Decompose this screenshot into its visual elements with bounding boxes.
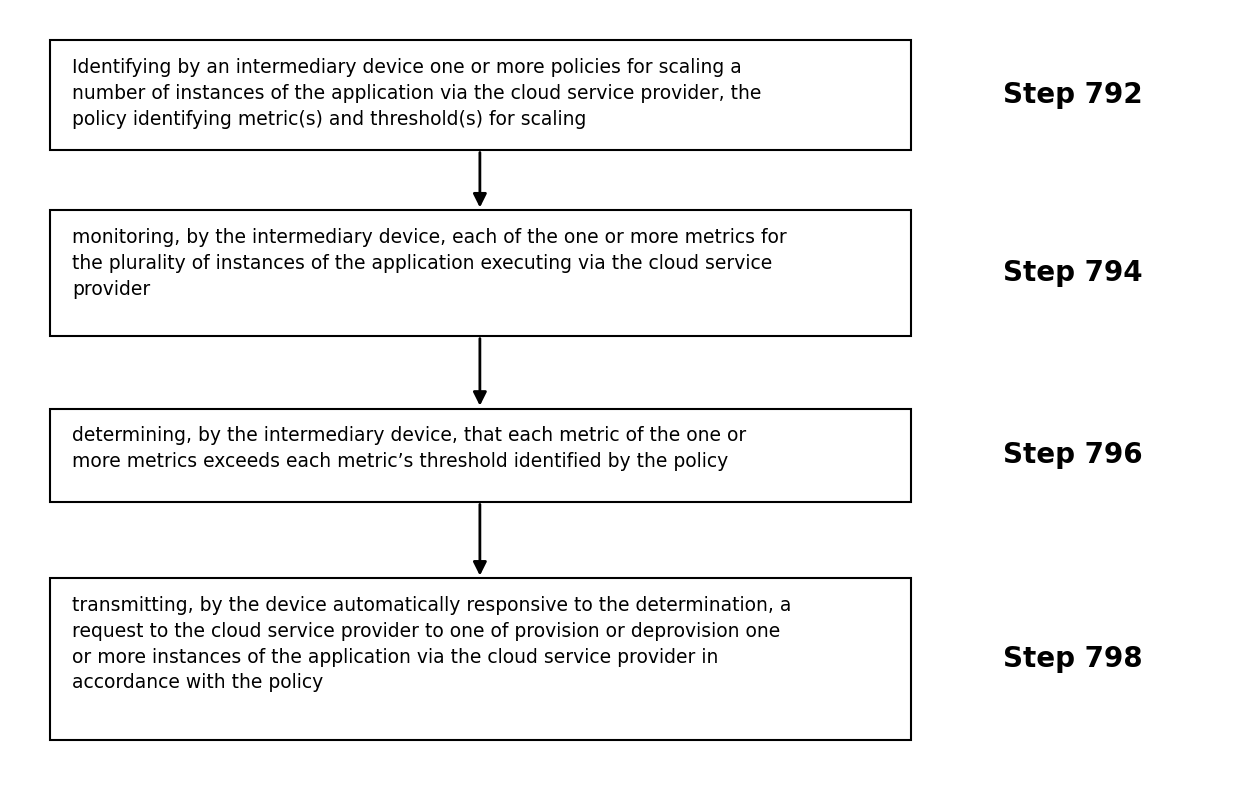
- Text: determining, by the intermediary device, that each metric of the one or
more met: determining, by the intermediary device,…: [72, 426, 746, 471]
- Text: Step 796: Step 796: [1003, 441, 1142, 468]
- Text: Step 792: Step 792: [1003, 81, 1142, 108]
- Text: Step 798: Step 798: [1003, 646, 1142, 673]
- Bar: [50, 578, 911, 740]
- Text: transmitting, by the device automatically responsive to the determination, a
req: transmitting, by the device automaticall…: [72, 596, 791, 693]
- Bar: [50, 210, 911, 336]
- Text: Identifying by an intermediary device one or more policies for scaling a
number : Identifying by an intermediary device on…: [72, 58, 761, 129]
- Bar: [50, 40, 911, 150]
- Text: Step 794: Step 794: [1003, 259, 1142, 286]
- Bar: [50, 409, 911, 502]
- Text: monitoring, by the intermediary device, each of the one or more metrics for
the : monitoring, by the intermediary device, …: [72, 228, 786, 299]
